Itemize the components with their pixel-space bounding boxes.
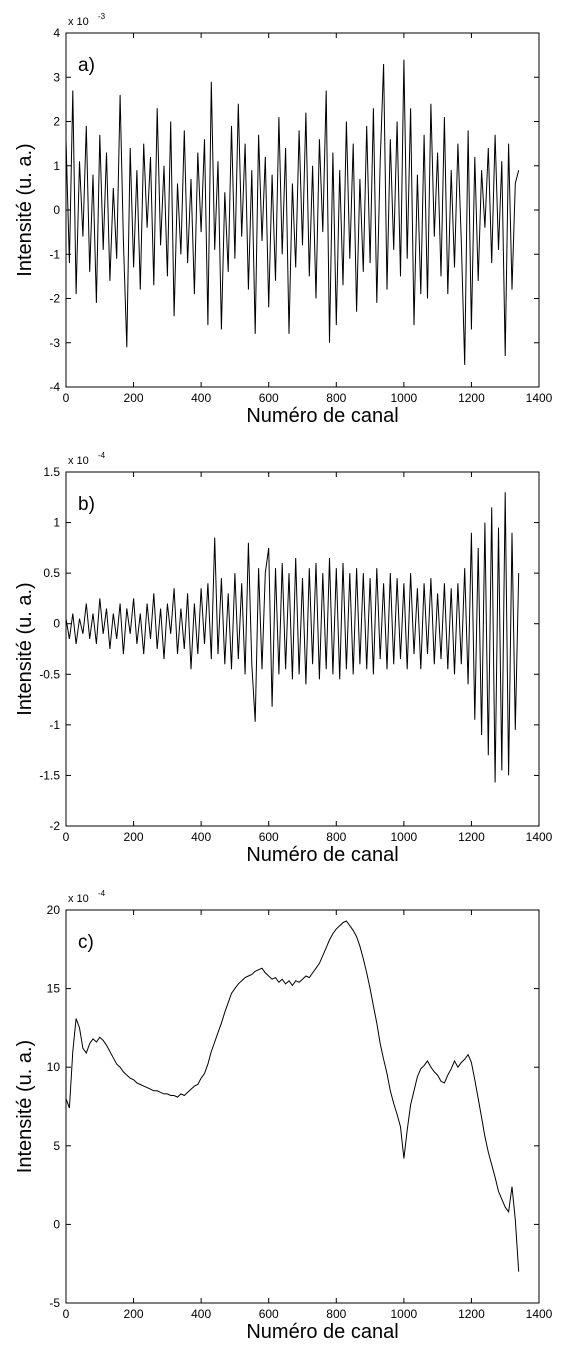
y-tick-label: 0	[53, 203, 60, 217]
series-line	[65, 920, 520, 1272]
y-tick-label: 1.5	[43, 465, 60, 479]
y-tick-label: -5	[49, 1296, 60, 1310]
panel-label: a)	[78, 55, 95, 76]
x-tick-label: 800	[326, 391, 346, 405]
y-tick-label: 20	[47, 903, 61, 917]
x-tick-label: 600	[259, 830, 279, 844]
x-tick-label: 200	[124, 1307, 144, 1321]
x-tick-label: 1200	[458, 391, 485, 405]
chart-panel-1: 0 200 400 600 800 1000 1200 1400 -4 -3 -2 -1 0 1 2 3 4 a)…	[14, 12, 553, 427]
y-tick-label: -1	[49, 718, 60, 732]
y-tick-label: 0.5	[43, 566, 60, 580]
x-axis-label: Numéro de canal	[246, 405, 398, 427]
panel-label: b)	[78, 494, 95, 515]
panel-label: c)	[78, 932, 94, 953]
x-tick-label: 1200	[458, 1307, 485, 1321]
x-tick-label: 0	[63, 830, 70, 844]
y-tick-label: -1.5	[39, 768, 60, 782]
x-tick-label: 0	[63, 1307, 70, 1321]
y-tick-label: -3	[49, 336, 60, 350]
plot-frame	[65, 32, 540, 388]
y-tick-label: -4	[49, 380, 60, 394]
series-line	[65, 492, 520, 783]
y-tick-label: 10	[47, 1060, 61, 1074]
x-tick-label: 600	[259, 391, 279, 405]
plot-frame	[65, 471, 540, 827]
y-tick-label: -0.5	[39, 667, 60, 681]
y-axis-label: Intensité (u. a.)	[14, 582, 36, 715]
y-tick-label: 1	[53, 516, 60, 530]
x-tick-label: 400	[191, 830, 211, 844]
scale-exponent: -4	[98, 451, 106, 460]
y-tick-label: 4	[53, 26, 60, 40]
chart-panel-2: 0 200 400 600 800 1000 1200 1400 -2 -1.5 -1 -0.5 0 0.…	[14, 451, 553, 866]
y-tick-label: 3	[53, 70, 60, 84]
y-tick-label: 15	[47, 982, 61, 996]
y-tick-label: 1	[53, 159, 60, 173]
y-tick-label: 5	[53, 1139, 60, 1153]
x-tick-label: 1000	[391, 1307, 418, 1321]
x-tick-label: 0	[63, 391, 70, 405]
plot-frame	[65, 909, 540, 1304]
y-axis-label: Intensité (u. a.)	[14, 143, 36, 276]
y-tick-label: -2	[49, 292, 60, 306]
y-tick-label: 0	[53, 617, 60, 631]
x-tick-label: 800	[326, 830, 346, 844]
y-tick-label: 0	[53, 1217, 60, 1231]
x-tick-label: 1200	[458, 830, 485, 844]
x-tick-label: 800	[326, 1307, 346, 1321]
scale-exponent: -3	[98, 12, 106, 21]
x-tick-label: 400	[191, 1307, 211, 1321]
x-tick-label: 1000	[391, 391, 418, 405]
y-tick-label: -1	[49, 247, 60, 261]
scale-multiplier: x 10	[68, 455, 89, 467]
x-tick-label: 600	[259, 1307, 279, 1321]
x-tick-label: 1400	[526, 1307, 553, 1321]
scale-multiplier: x 10	[68, 893, 89, 905]
x-tick-label: 1400	[526, 391, 553, 405]
x-tick-label: 1400	[526, 830, 553, 844]
y-axis-label: Intensité (u. a.)	[14, 1040, 36, 1173]
scale-multiplier: x 10	[68, 16, 89, 28]
x-axis-label: Numéro de canal	[246, 1321, 398, 1343]
scale-exponent: -4	[98, 889, 106, 898]
y-tick-label: 2	[53, 115, 60, 129]
y-tick-label: -2	[49, 819, 60, 833]
x-axis-label: Numéro de canal	[246, 844, 398, 866]
series-line	[65, 59, 520, 365]
x-tick-label: 200	[124, 830, 144, 844]
x-tick-label: 1000	[391, 830, 418, 844]
x-tick-label: 400	[191, 391, 211, 405]
x-tick-label: 200	[124, 391, 144, 405]
